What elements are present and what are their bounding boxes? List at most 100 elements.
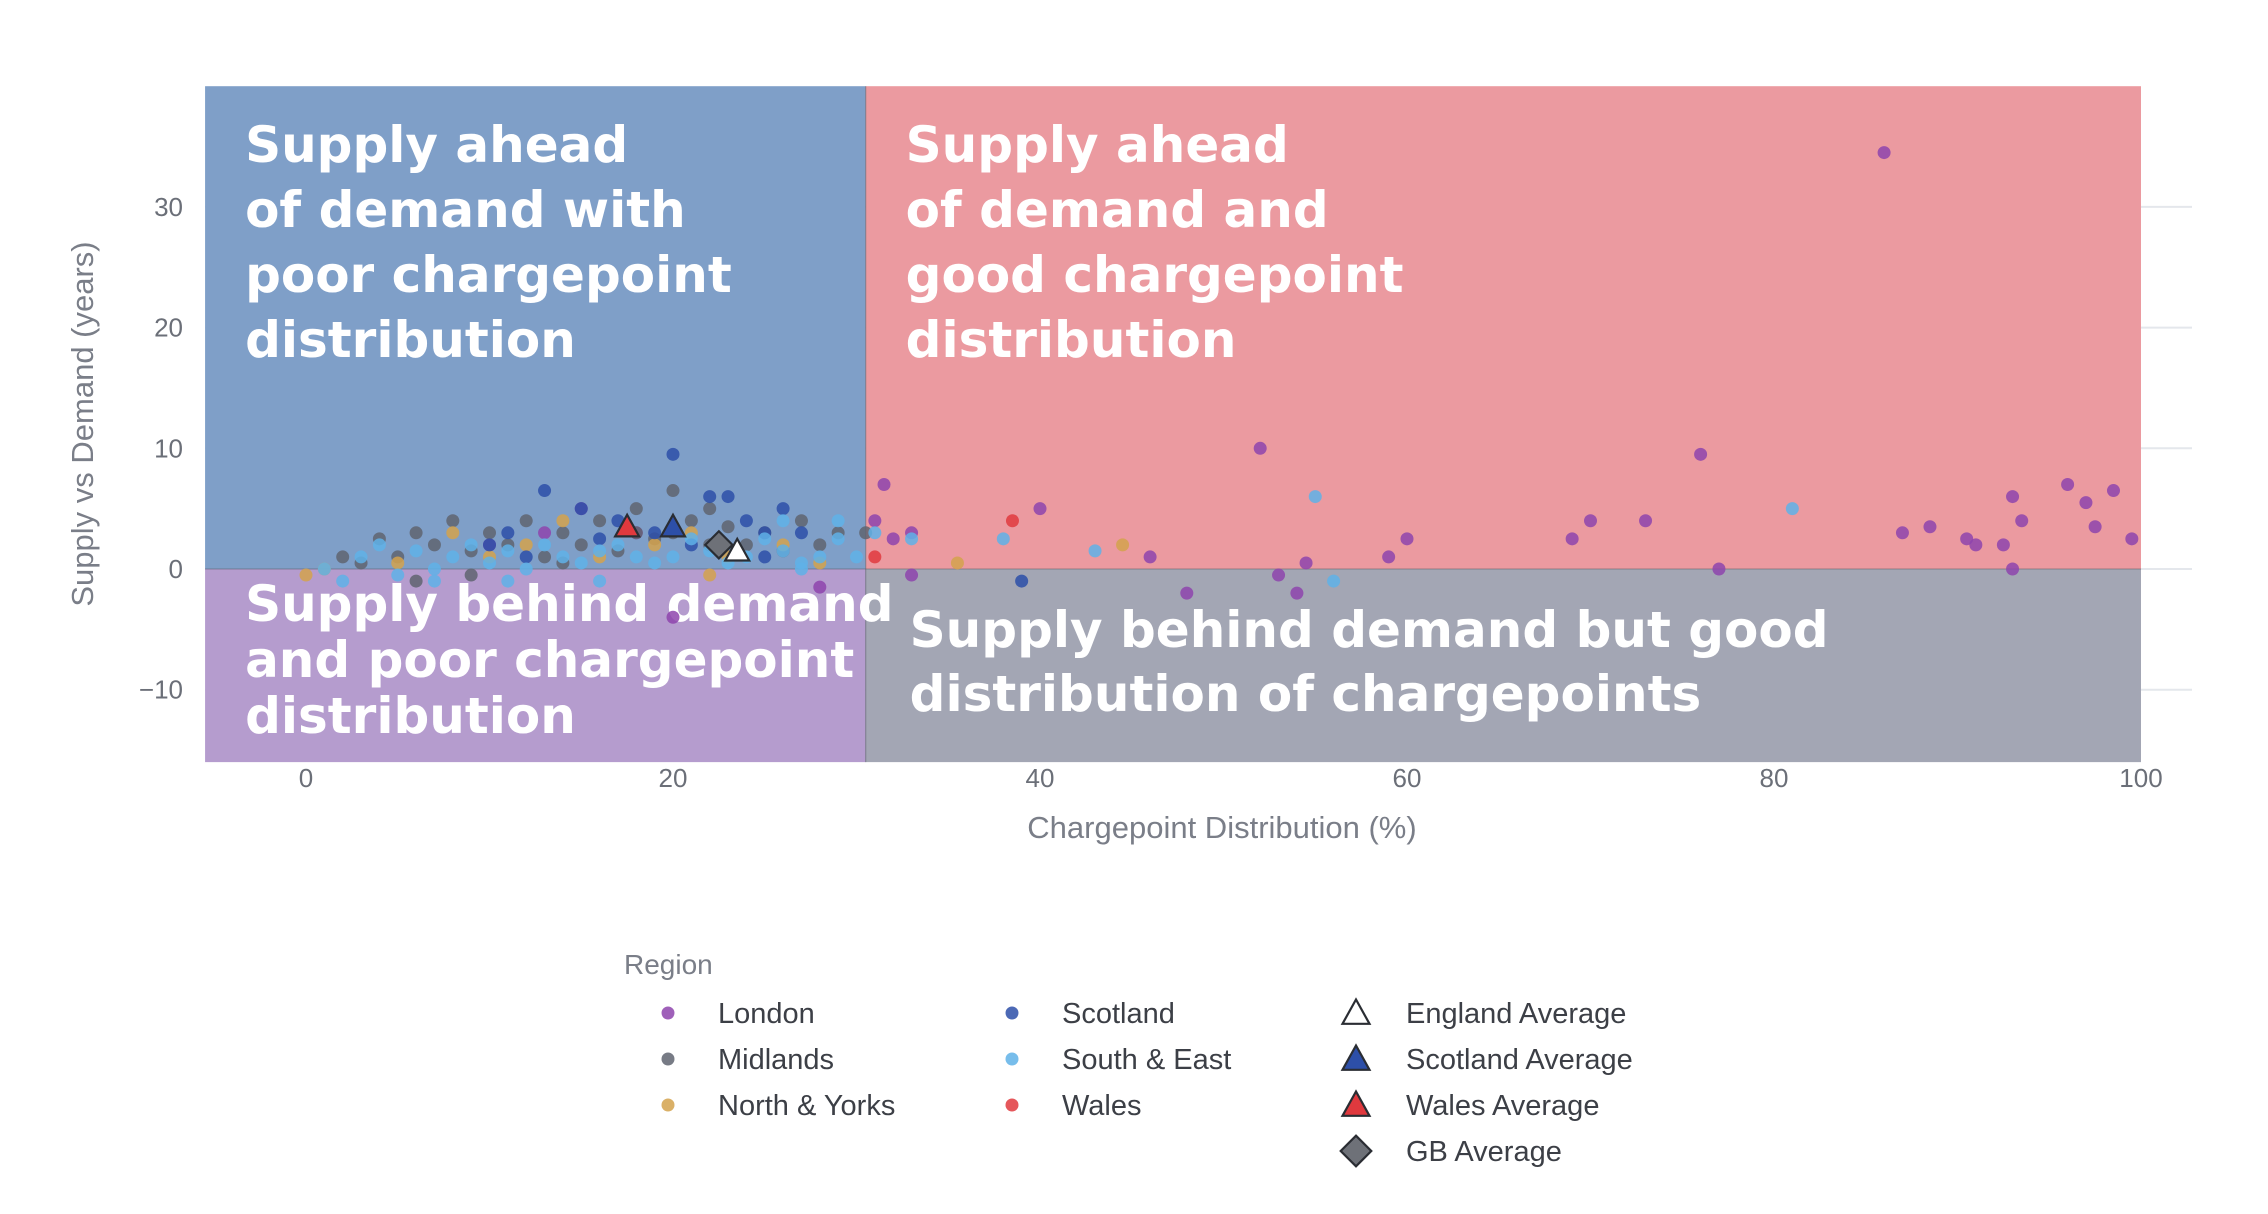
point-north-and-yorks[interactable] <box>703 568 717 582</box>
point-london[interactable] <box>2088 520 2102 534</box>
point-london[interactable] <box>538 526 552 540</box>
point-scotland[interactable] <box>666 447 680 461</box>
point-south-and-east[interactable] <box>1308 490 1322 504</box>
point-scotland[interactable] <box>648 526 662 540</box>
point-london[interactable] <box>1272 568 1286 582</box>
point-london[interactable] <box>877 478 891 492</box>
point-scotland[interactable] <box>501 526 515 540</box>
point-south-and-east[interactable] <box>336 574 350 588</box>
point-london[interactable] <box>2015 514 2029 528</box>
point-north-and-yorks[interactable] <box>391 556 405 570</box>
point-gb-average[interactable] <box>703 529 735 561</box>
point-north-and-yorks[interactable] <box>299 568 313 582</box>
point-south-and-east[interactable] <box>1785 502 1799 516</box>
point-midlands[interactable] <box>446 514 460 528</box>
point-north-and-yorks[interactable] <box>648 538 662 552</box>
point-scotland-average[interactable] <box>659 512 687 538</box>
legend-item-wales[interactable]: Wales <box>1005 1090 1142 1122</box>
point-south-and-east[interactable] <box>446 550 460 564</box>
point-south-and-east[interactable] <box>556 550 570 564</box>
point-scotland[interactable] <box>1015 574 1029 588</box>
point-london[interactable] <box>1400 532 1414 546</box>
point-london[interactable] <box>1143 550 1157 564</box>
point-south-and-east[interactable] <box>427 562 441 576</box>
point-scotland[interactable] <box>593 532 607 546</box>
point-scotland[interactable] <box>794 526 808 540</box>
point-midlands[interactable] <box>427 538 441 552</box>
legend-item-midlands[interactable]: Midlands <box>661 1044 835 1076</box>
point-south-and-east[interactable] <box>813 550 827 564</box>
point-north-and-yorks[interactable] <box>446 526 460 540</box>
point-scotland[interactable] <box>483 538 496 552</box>
point-london[interactable] <box>2006 562 2020 576</box>
point-london[interactable] <box>813 580 827 594</box>
point-midlands[interactable] <box>703 502 717 516</box>
point-scotland[interactable] <box>776 502 790 516</box>
point-wales-average[interactable] <box>613 512 641 538</box>
point-midlands[interactable] <box>859 526 873 540</box>
point-london[interactable] <box>1299 556 1313 570</box>
point-south-and-east[interactable] <box>794 562 808 576</box>
point-south-and-east[interactable] <box>391 568 405 582</box>
point-wales[interactable] <box>868 550 882 564</box>
point-london[interactable] <box>2061 478 2075 492</box>
point-london[interactable] <box>1639 514 1653 528</box>
point-south-and-east[interactable] <box>519 562 533 576</box>
point-scotland[interactable] <box>739 514 753 528</box>
point-south-and-east[interactable] <box>317 562 331 576</box>
point-south-and-east[interactable] <box>1327 574 1341 588</box>
point-london[interactable] <box>2079 496 2093 510</box>
point-south-and-east[interactable] <box>409 544 423 558</box>
point-south-and-east[interactable] <box>648 556 662 570</box>
point-midlands[interactable] <box>519 514 533 528</box>
point-midlands[interactable] <box>409 526 423 540</box>
point-scotland[interactable] <box>721 490 735 504</box>
point-london[interactable] <box>1969 538 1983 552</box>
point-south-and-east[interactable] <box>464 538 478 552</box>
point-south-and-east[interactable] <box>427 574 441 588</box>
point-scotland[interactable] <box>703 490 717 504</box>
point-south-and-east[interactable] <box>850 550 863 564</box>
point-midlands[interactable] <box>721 520 735 534</box>
point-north-and-yorks[interactable] <box>1116 538 1130 552</box>
point-london[interactable] <box>1290 586 1304 600</box>
point-london[interactable] <box>1565 532 1579 546</box>
point-midlands[interactable] <box>629 502 643 516</box>
point-south-and-east[interactable] <box>758 532 772 546</box>
point-north-and-yorks[interactable] <box>950 556 964 570</box>
point-midlands[interactable] <box>684 514 698 528</box>
point-south-and-east[interactable] <box>684 532 698 546</box>
point-south-and-east[interactable] <box>1088 544 1102 558</box>
point-south-and-east[interactable] <box>776 544 790 558</box>
point-midlands[interactable] <box>538 550 552 564</box>
point-scotland[interactable] <box>574 502 588 516</box>
legend-item-scotland[interactable]: Scotland <box>1005 998 1175 1030</box>
point-midlands[interactable] <box>464 568 478 582</box>
point-midlands[interactable] <box>556 526 570 540</box>
point-south-and-east[interactable] <box>372 538 386 552</box>
point-midlands[interactable] <box>813 538 827 552</box>
point-south-and-east[interactable] <box>354 550 368 564</box>
point-london[interactable] <box>666 610 680 624</box>
point-wales[interactable] <box>1005 514 1019 528</box>
legend-item-scotland-average[interactable]: Scotland Average <box>1340 1043 1633 1076</box>
point-south-and-east[interactable] <box>776 514 790 528</box>
point-south-and-east[interactable] <box>574 556 588 570</box>
point-scotland[interactable] <box>538 484 552 498</box>
point-london[interactable] <box>1996 538 2010 552</box>
point-midlands[interactable] <box>409 574 423 588</box>
point-london[interactable] <box>1960 532 1974 546</box>
point-london[interactable] <box>1712 562 1726 576</box>
point-london[interactable] <box>905 568 919 582</box>
point-south-and-east[interactable] <box>905 532 919 546</box>
point-scotland[interactable] <box>519 550 533 564</box>
point-midlands[interactable] <box>336 550 350 564</box>
point-midlands[interactable] <box>593 514 607 528</box>
point-london[interactable] <box>2125 532 2139 546</box>
point-midlands[interactable] <box>483 526 496 540</box>
legend-item-england-average[interactable]: England Average <box>1340 997 1627 1030</box>
point-south-and-east[interactable] <box>666 550 680 564</box>
legend[interactable]: Region London Midlands North & Yorks Scotla… <box>624 949 1633 1168</box>
point-england-average[interactable] <box>723 536 752 562</box>
point-south-and-east[interactable] <box>593 544 607 558</box>
